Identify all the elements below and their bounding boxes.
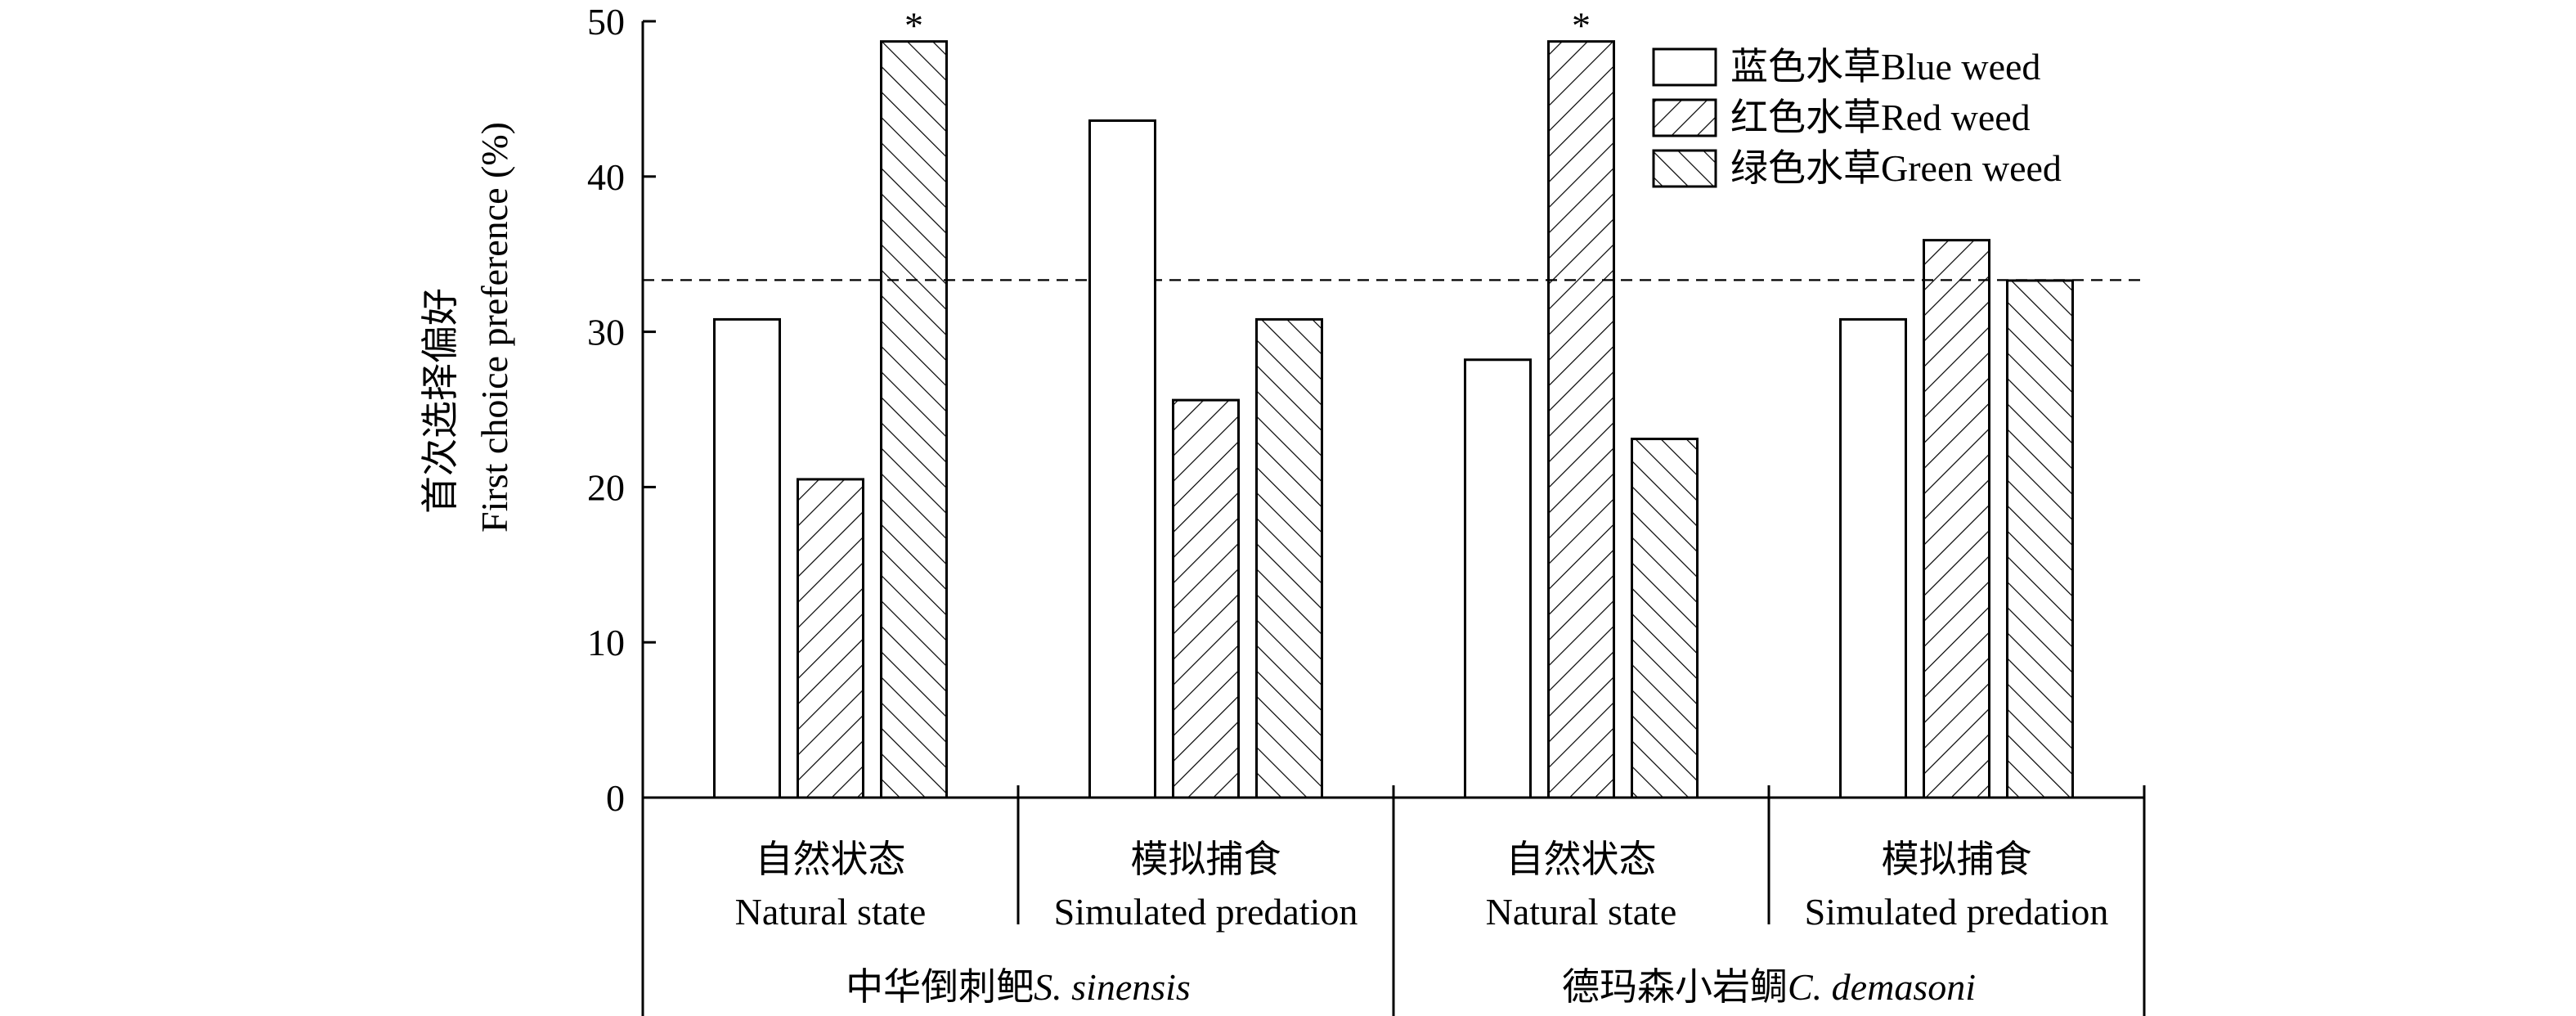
y-axis-title-cn: 首次选择偏好 <box>420 288 461 514</box>
y-axis-title: 首次选择偏好 First choice preference (%) <box>420 122 515 533</box>
bar <box>1088 119 1156 799</box>
condition-label-en: Natural state <box>1486 891 1677 933</box>
category-labels: 自然状态 Natural state 模拟捕食 Simulated predation… <box>735 838 2109 1008</box>
bar <box>713 317 781 799</box>
bar <box>2006 279 2074 799</box>
legend-swatch <box>1652 149 1717 188</box>
group-label-cn: 中华倒刺鲃 <box>846 966 1034 1008</box>
condition-label-en: Simulated predation <box>1054 891 1358 933</box>
bar <box>1547 40 1615 799</box>
group-label-latin: C. demasoni <box>1788 966 1976 1008</box>
y-tick-label: 10 <box>587 622 625 663</box>
legend-label: 蓝色水草Blue weed <box>1730 46 2040 88</box>
bar <box>1255 317 1323 799</box>
bar <box>797 478 864 799</box>
y-tick-label: 50 <box>587 1 625 43</box>
legend: 蓝色水草Blue weed 红色水草Red weed 绿色水草Green weed <box>1652 46 2062 189</box>
legend-label: 绿色水草Green weed <box>1730 147 2062 189</box>
bar <box>880 40 948 799</box>
group-label-cn: 德玛森小岩鲷 <box>1562 966 1788 1008</box>
group-label: 德玛森小岩鲷C. demasoni <box>1562 966 1976 1008</box>
y-ticks: 0 10 20 30 40 50 <box>587 1 656 819</box>
bar <box>1839 317 1907 799</box>
y-tick-label: 30 <box>587 312 625 353</box>
condition-label-en: Simulated predation <box>1805 891 2109 933</box>
bar <box>1172 398 1240 799</box>
category-separators <box>1016 785 2146 1016</box>
condition-label-cn: 自然状态 <box>756 838 906 880</box>
condition-label-en: Natural state <box>735 891 927 933</box>
condition-label-cn: 自然状态 <box>1506 838 1657 880</box>
bars: * * <box>713 5 2074 799</box>
significance-star: * <box>904 5 923 47</box>
legend-label: 红色水草Red weed <box>1730 97 2031 138</box>
y-tick-label: 20 <box>587 466 625 508</box>
legend-swatch <box>1652 47 1717 87</box>
significance-star: * <box>1572 5 1591 47</box>
bar <box>1631 438 1699 799</box>
y-tick-label: 40 <box>587 156 625 198</box>
legend-swatch <box>1652 98 1717 137</box>
bar <box>1923 239 1990 799</box>
group-label: 中华倒刺鲃S. sinensis <box>846 966 1191 1008</box>
condition-label-cn: 模拟捕食 <box>1131 838 1281 880</box>
y-axis-title-en: First choice preference (%) <box>473 122 515 533</box>
bar <box>1464 358 1532 799</box>
y-tick-label: 0 <box>606 777 625 819</box>
condition-label-cn: 模拟捕食 <box>1882 838 2032 880</box>
group-label-latin: S. sinensis <box>1034 966 1191 1008</box>
